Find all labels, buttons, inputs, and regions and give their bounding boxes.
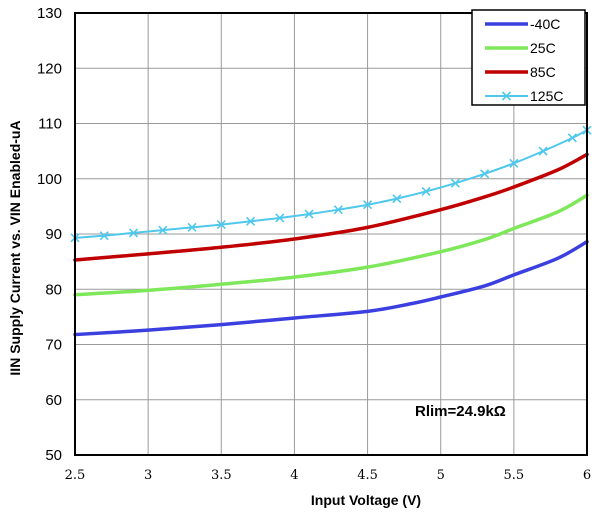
y-axis-title: IIN Supply Current vs. VIN Enabled-uA — [7, 120, 23, 375]
legend: -40C 25C 85C 125C — [471, 9, 586, 106]
data-point-marker — [187, 222, 197, 232]
y-tick-label: 100 — [37, 171, 62, 188]
data-point-marker — [245, 216, 256, 226]
series-line-85c — [73, 152, 589, 262]
data-point-marker — [128, 228, 139, 238]
x-tick-label: 3.5 — [211, 468, 232, 483]
x-tick-labels: 2.5 3 3.5 4 4.5 5 5.5 6 — [65, 468, 591, 483]
legend-label: 125C — [530, 88, 563, 104]
y-tick-label: 80 — [45, 281, 62, 298]
data-point-marker — [216, 220, 226, 230]
legend-item: 85C — [485, 64, 556, 80]
data-point-marker — [450, 178, 460, 188]
y-tick-label: 120 — [37, 60, 62, 77]
x-axis-title: Input Voltage (V) — [311, 492, 421, 508]
data-point-marker — [99, 231, 109, 241]
data-point-marker — [363, 200, 373, 210]
data-point-marker — [304, 209, 314, 219]
legend-box — [471, 9, 586, 106]
legend-item: -40C — [485, 16, 560, 32]
plot-frame — [74, 12, 588, 456]
data-point-marker — [392, 194, 402, 204]
x-tick-label: 5.5 — [504, 468, 525, 483]
data-point-marker — [567, 133, 577, 143]
y-tick-label: 60 — [45, 392, 62, 409]
series-line-125c — [74, 129, 588, 239]
data-point-marker — [333, 205, 343, 215]
legend-item: 125C — [485, 88, 563, 104]
data-point-marker — [509, 158, 519, 168]
series-group — [70, 125, 592, 337]
y-tick-labels: 50 60 70 80 90 100 110 120 130 — [37, 5, 62, 464]
x-tick-label: 3 — [144, 468, 152, 483]
legend-item: 25C — [485, 40, 556, 56]
y-tick-label: 70 — [45, 337, 62, 354]
data-point-marker — [538, 146, 548, 156]
data-point-marker — [275, 213, 285, 223]
legend-label: 25C — [530, 40, 556, 56]
x-tick-label: 6 — [583, 468, 591, 483]
y-tick-label: 50 — [45, 447, 62, 464]
series-line-25c — [73, 193, 589, 297]
y-tick-label: 130 — [37, 5, 62, 22]
y-tick-label: 90 — [45, 226, 62, 243]
x-tick-label: 4.5 — [357, 468, 378, 483]
rlim-annotation: Rlim=24.9kΩ — [415, 403, 506, 420]
legend-label: -40C — [530, 16, 560, 32]
data-point-marker — [421, 186, 431, 197]
legend-label: 85C — [530, 64, 556, 80]
data-point-marker — [158, 225, 168, 235]
x-tick-label: 2.5 — [65, 468, 86, 483]
x-tick-label: 4 — [290, 468, 298, 483]
series-line-40c — [73, 239, 589, 337]
data-point-marker — [480, 169, 490, 179]
x-tick-label: 5 — [437, 468, 445, 483]
y-tick-label: 110 — [38, 116, 62, 133]
